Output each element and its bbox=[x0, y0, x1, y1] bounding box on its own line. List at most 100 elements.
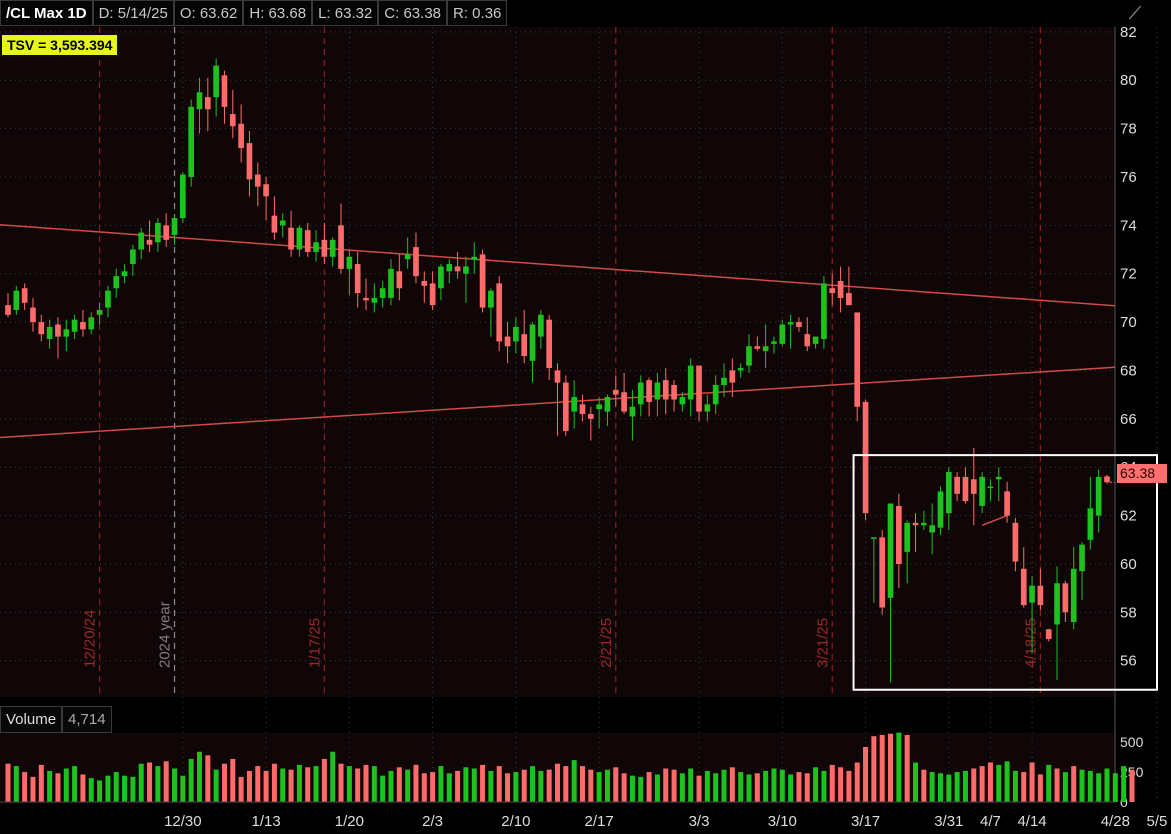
candle bbox=[488, 288, 494, 337]
candle-body bbox=[912, 522, 919, 526]
candle bbox=[229, 89, 236, 139]
candle bbox=[38, 314, 45, 342]
candle-body bbox=[1104, 476, 1110, 483]
volume-bar bbox=[696, 775, 702, 802]
time-tick-label: 12/30 bbox=[164, 813, 202, 830]
candle bbox=[1095, 469, 1102, 533]
candle bbox=[804, 317, 811, 352]
candle bbox=[1020, 547, 1027, 608]
candle bbox=[1045, 629, 1052, 642]
candle bbox=[1004, 481, 1010, 523]
candle bbox=[88, 312, 95, 335]
candle-body bbox=[929, 525, 935, 533]
candle-body bbox=[1045, 629, 1052, 639]
volume-bar bbox=[846, 770, 852, 802]
volume-bar bbox=[621, 773, 627, 802]
candle bbox=[538, 309, 544, 349]
candle-body bbox=[737, 368, 744, 371]
price-tick-label: 56 bbox=[1120, 653, 1137, 670]
candle bbox=[21, 283, 28, 310]
volume-bar bbox=[255, 766, 261, 802]
event-marker-label: 4/18/25 bbox=[1022, 618, 1039, 668]
volume-bar bbox=[97, 780, 103, 802]
candle-body bbox=[696, 365, 702, 412]
candle bbox=[1087, 476, 1094, 550]
candle bbox=[304, 222, 311, 257]
drawing-tools-icon[interactable]: ⟋ bbox=[1128, 3, 1142, 23]
candle bbox=[854, 312, 861, 422]
candle bbox=[687, 358, 694, 417]
candle bbox=[46, 319, 53, 349]
volume-bar bbox=[1121, 766, 1127, 802]
candle bbox=[821, 276, 827, 349]
price-tick-label: 58 bbox=[1120, 604, 1137, 621]
volume-label[interactable]: Volume bbox=[0, 706, 63, 733]
candle-body bbox=[163, 225, 170, 240]
symbol-label[interactable]: /CL Max 1D bbox=[0, 0, 93, 26]
candle-body bbox=[904, 522, 911, 552]
volume-bar bbox=[430, 772, 436, 802]
candle bbox=[554, 363, 561, 436]
volume-bar bbox=[513, 772, 519, 802]
volume-bar bbox=[47, 770, 53, 802]
volume-bar bbox=[455, 770, 461, 802]
candle-body bbox=[296, 227, 303, 250]
volume-bar bbox=[888, 733, 894, 802]
candle bbox=[529, 322, 536, 383]
candle bbox=[421, 271, 428, 303]
candle-body bbox=[229, 114, 236, 127]
candle bbox=[771, 336, 777, 354]
volume-bar bbox=[172, 768, 178, 802]
open-value: O: 63.62 bbox=[173, 0, 244, 26]
volume-bar bbox=[538, 770, 544, 802]
candle-body bbox=[837, 280, 844, 298]
candle-body bbox=[421, 280, 428, 286]
price-tick-label: 68 bbox=[1120, 362, 1137, 379]
candle-body bbox=[446, 264, 453, 272]
volume-bar bbox=[763, 770, 769, 802]
volume-bar bbox=[238, 776, 244, 802]
candle-body bbox=[130, 249, 136, 265]
candle-body bbox=[979, 476, 985, 506]
volume-bar bbox=[921, 769, 927, 802]
candle bbox=[246, 131, 253, 197]
candle bbox=[1104, 474, 1110, 484]
candle-body bbox=[637, 382, 644, 405]
candle-body bbox=[388, 268, 394, 298]
volume-bar bbox=[821, 770, 827, 802]
event-marker-label: 3/21/25 bbox=[814, 618, 831, 668]
candle bbox=[213, 58, 219, 117]
volume-tick-label: 500 bbox=[1120, 734, 1144, 750]
highlight-box bbox=[852, 454, 1158, 691]
volume-bar bbox=[213, 769, 219, 802]
candle-body bbox=[1070, 568, 1077, 623]
candle-body bbox=[787, 322, 794, 325]
volume-bar bbox=[1054, 768, 1060, 802]
volume-bar bbox=[804, 773, 810, 802]
candle bbox=[454, 251, 461, 279]
candle bbox=[30, 297, 36, 332]
candle-body bbox=[321, 239, 328, 257]
candle-body bbox=[113, 276, 120, 289]
event-marker-label: 12/20/24 bbox=[82, 610, 99, 668]
candle-body bbox=[587, 414, 594, 419]
volume-bar bbox=[180, 775, 186, 802]
candle-body bbox=[821, 283, 827, 340]
candle bbox=[521, 309, 528, 364]
tsv-study-label: TSV = 3,593.394 bbox=[2, 35, 118, 55]
candle-body bbox=[712, 384, 719, 405]
upper-trendline bbox=[0, 224, 1116, 307]
volume-bar bbox=[5, 763, 11, 802]
volume-bar bbox=[530, 766, 536, 802]
volume-bar bbox=[463, 767, 469, 802]
volume-bar bbox=[937, 773, 943, 802]
candle-body bbox=[970, 479, 977, 494]
candle bbox=[846, 266, 852, 306]
volume-bar bbox=[105, 775, 111, 802]
volume-bar bbox=[138, 763, 144, 802]
volume-bar bbox=[979, 766, 985, 802]
candle bbox=[5, 293, 11, 318]
time-tick-label: 2/10 bbox=[501, 813, 530, 830]
